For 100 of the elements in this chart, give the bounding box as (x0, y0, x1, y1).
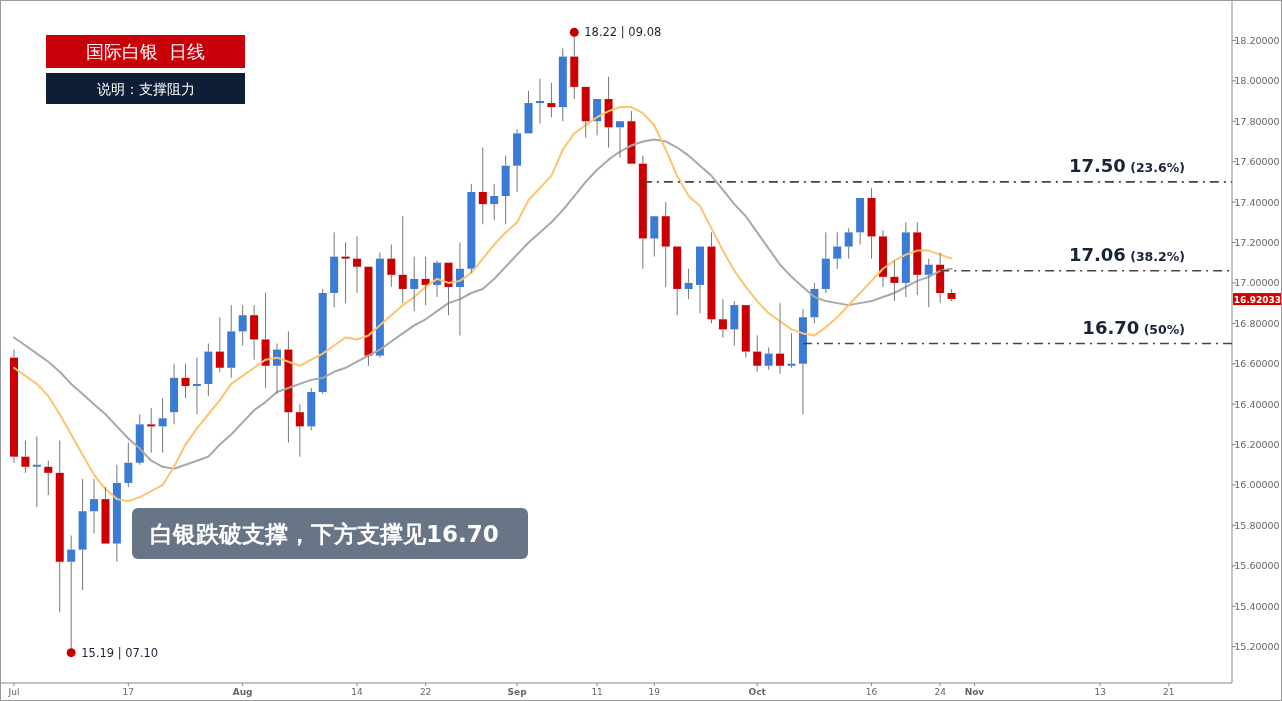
annotation: 15.19 | 07.10 (66, 645, 159, 660)
candlestick (696, 246, 705, 314)
annotation: 白银跌破支撑，下方支撑见16.70 (150, 521, 499, 547)
candlestick (147, 407, 156, 454)
annotation: 18.22 | 09.08 (584, 25, 662, 40)
y-tick-label: 17.20000 (1234, 236, 1280, 248)
candlestick (901, 221, 910, 298)
candlestick (135, 413, 144, 466)
x-tick-label: 14 (351, 687, 364, 697)
candlestick (490, 183, 499, 221)
y-tick-label: 17.40000 (1234, 196, 1280, 208)
ref-line-label: 17.06 (38.2%) (1068, 243, 1185, 265)
y-tick-label: 16.20000 (1234, 439, 1280, 451)
candlestick (398, 215, 407, 304)
x-tick-label: 11 (591, 687, 603, 697)
candlestick (250, 304, 259, 361)
y-tick-label: 17.60000 (1234, 156, 1280, 168)
candlestick (307, 387, 316, 431)
x-tick-label: 22 (419, 687, 432, 697)
candlestick (501, 155, 510, 225)
candlestick (192, 357, 201, 415)
candlestick (810, 282, 819, 324)
candlestick (238, 304, 247, 347)
candlestick (90, 478, 99, 534)
candlestick (581, 86, 590, 138)
candlestick (181, 363, 190, 399)
candlestick (764, 347, 773, 371)
y-tick-label: 15.40000 (1234, 600, 1280, 612)
x-tick-label: Oct (748, 687, 767, 697)
candlestick (158, 397, 167, 454)
candlestick (112, 464, 121, 563)
candlestick (101, 486, 110, 544)
y-tick-label: 16.60000 (1234, 358, 1280, 370)
annotation: 18.22 | 09.08 (569, 25, 662, 40)
candlestick (261, 292, 270, 389)
candlestick (844, 227, 853, 260)
candlestick (78, 478, 87, 591)
candlestick (524, 90, 533, 134)
candlestick (638, 155, 647, 270)
candlestick (341, 241, 350, 304)
candlestick (353, 235, 362, 294)
candlestick (924, 258, 933, 308)
y-tick-label: 17.80000 (1234, 115, 1280, 127)
subtitle: 说明：支撑阻力 (46, 73, 245, 104)
candlestick (295, 403, 304, 458)
candlestick (227, 304, 236, 379)
candlestick (798, 308, 807, 415)
candlestick (410, 256, 419, 312)
ref-line-label: 17.50 (23.6%) (1068, 154, 1185, 176)
candlestick (730, 300, 739, 347)
y-tick-label: 18.20000 (1234, 34, 1280, 46)
candlestick (718, 298, 727, 338)
candlestick (535, 78, 544, 124)
candlestick (284, 330, 293, 444)
candlestick (32, 435, 41, 508)
x-tick-label: Aug (232, 687, 253, 697)
annotation: 16.92033 (1233, 293, 1282, 306)
x-tick-label: 21 (1163, 687, 1175, 697)
candlestick (890, 260, 899, 302)
x-tick-label: 13 (1094, 687, 1106, 697)
candlestick (616, 121, 624, 159)
candlestick (947, 288, 956, 302)
candlestick (513, 128, 522, 193)
candlestick (867, 187, 876, 260)
candlestick (627, 110, 636, 164)
candlestick (776, 302, 785, 375)
annotation: 15.19 | 07.10 (81, 645, 159, 660)
candlestick (44, 460, 53, 496)
y-tick-label: 16.80000 (1234, 317, 1280, 329)
candlestick (684, 268, 693, 300)
candlestick (833, 231, 842, 270)
title: 国际白银 日线 (46, 35, 245, 68)
candlestick (821, 231, 830, 294)
x-tick-label: Jul (7, 687, 20, 697)
candlestick (707, 231, 716, 324)
y-tick-label: 16.40000 (1234, 398, 1280, 410)
candlestick (913, 221, 922, 296)
candlestick (547, 82, 556, 118)
candlestick (170, 363, 179, 425)
candlestick (204, 343, 213, 397)
candlestick (787, 332, 796, 369)
annotation: 白银跌破支撑，下方支撑见16.70 (132, 508, 528, 559)
candlestick (330, 231, 339, 308)
candlestick (856, 198, 865, 246)
ref-line-label: 16.70 (50%) (1082, 316, 1185, 338)
candlestick (55, 440, 64, 613)
y-tick-label: 15.80000 (1234, 519, 1280, 531)
candlestick (478, 147, 487, 225)
candlestick (124, 442, 133, 488)
candlestick (753, 334, 762, 373)
y-tick-label: 15.20000 (1234, 641, 1280, 653)
y-tick-label: 18.00000 (1234, 75, 1280, 87)
x-tick-label: 19 (648, 687, 661, 697)
x-tick-label: 24 (934, 687, 947, 697)
candlestick (650, 216, 659, 258)
x-tick-label: Nov (964, 687, 985, 697)
candlestick (215, 316, 224, 373)
y-tick-label: 17.00000 (1234, 277, 1280, 289)
x-tick-label: 17 (122, 687, 135, 697)
candlestick (21, 440, 30, 474)
